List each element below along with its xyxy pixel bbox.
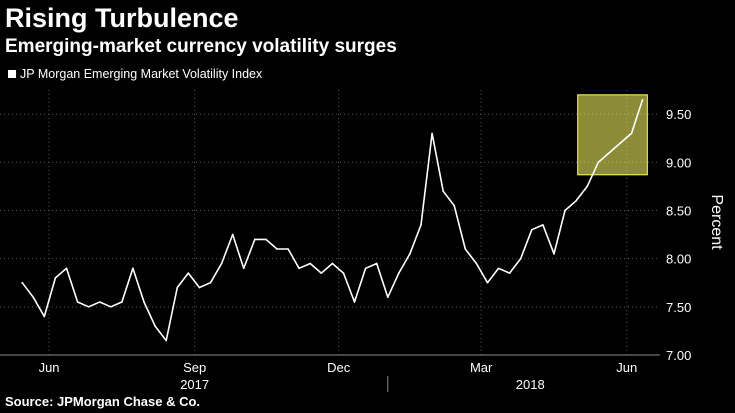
data-point	[530, 228, 533, 231]
data-point	[43, 315, 46, 318]
data-point	[121, 301, 123, 303]
y-tick-label: 9.00	[666, 155, 691, 170]
x-tick-label: Jun	[616, 360, 637, 375]
data-point	[265, 238, 267, 241]
data-point	[464, 248, 467, 250]
series-line	[21, 99, 644, 342]
data-point	[342, 272, 345, 274]
data-point	[220, 262, 223, 265]
data-point	[519, 257, 522, 260]
y-tick-label: 7.50	[666, 300, 691, 315]
y-tick-label: 8.00	[666, 252, 691, 267]
data-point	[586, 185, 588, 188]
data-point	[231, 233, 234, 236]
data-point	[597, 161, 600, 164]
data-point	[65, 267, 68, 270]
y-axis-title: Percent	[708, 194, 725, 250]
data-point	[575, 200, 577, 202]
data-point	[386, 296, 389, 298]
data-point	[486, 281, 489, 284]
data-point	[553, 253, 555, 255]
data-point	[98, 301, 101, 303]
data-point	[242, 267, 245, 270]
data-point	[87, 306, 90, 308]
data-point	[254, 238, 256, 241]
legend-label: JP Morgan Emerging Market Volatility Ind…	[20, 67, 263, 81]
data-point	[154, 325, 156, 327]
data-point	[276, 248, 278, 250]
data-point	[353, 301, 356, 303]
data-point	[320, 272, 323, 274]
y-tick-label: 9.50	[666, 107, 691, 122]
data-point	[641, 98, 644, 101]
data-point	[187, 272, 190, 274]
data-point	[331, 262, 334, 265]
data-point	[54, 277, 57, 279]
x-tick-label: Dec	[327, 360, 351, 375]
data-point	[630, 132, 633, 135]
chart-subtitle: Emerging-market currency volatility surg…	[5, 36, 397, 57]
y-tick-label: 8.50	[666, 203, 691, 218]
data-point	[165, 339, 167, 342]
data-point	[409, 253, 411, 255]
data-point	[619, 142, 622, 144]
data-point	[109, 306, 112, 308]
data-point	[508, 272, 511, 274]
x-tick-label: Sep	[183, 360, 206, 375]
data-point	[453, 204, 456, 207]
data-point	[176, 286, 179, 289]
data-point	[364, 267, 367, 270]
year-label: 2017	[180, 377, 209, 392]
x-tick-label: Jun	[39, 360, 60, 375]
legend-swatch	[8, 70, 16, 78]
data-point	[375, 262, 378, 265]
source-note: Source: JPMorgan Chase & Co.	[5, 394, 201, 409]
data-point	[442, 190, 444, 192]
data-point	[298, 267, 300, 270]
y-tick-label: 7.00	[666, 348, 691, 363]
data-point	[198, 286, 201, 289]
year-label: 2018	[516, 377, 545, 392]
data-point	[420, 224, 422, 226]
data-point	[475, 262, 478, 265]
x-tick-label: Mar	[470, 360, 493, 375]
data-point	[497, 267, 500, 270]
data-point	[143, 301, 145, 303]
data-point	[132, 267, 134, 270]
data-point	[542, 224, 544, 226]
highlight-box	[577, 94, 648, 176]
data-point	[32, 296, 35, 298]
data-point	[431, 132, 433, 135]
data-point	[608, 151, 611, 154]
data-point	[309, 262, 312, 265]
data-point	[564, 209, 566, 212]
legend: JP Morgan Emerging Market Volatility Ind…	[8, 67, 262, 81]
chart-title: Rising Turbulence	[5, 3, 239, 33]
data-point	[21, 281, 23, 284]
data-point	[209, 281, 212, 284]
data-point	[76, 301, 79, 303]
data-point	[287, 248, 289, 250]
data-point	[398, 272, 400, 274]
